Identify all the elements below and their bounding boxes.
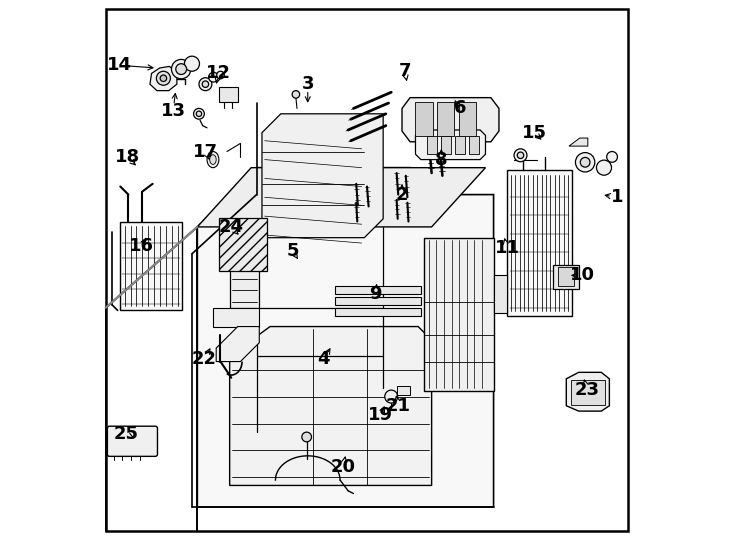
Polygon shape [335,297,421,305]
Circle shape [581,158,590,167]
Polygon shape [335,286,421,294]
Polygon shape [493,275,507,313]
Circle shape [156,71,170,85]
Circle shape [302,432,311,442]
Polygon shape [402,98,499,142]
Text: 14: 14 [106,56,131,75]
Polygon shape [396,386,410,395]
Polygon shape [567,373,609,411]
Polygon shape [558,267,575,286]
Circle shape [597,160,611,175]
Polygon shape [230,327,432,485]
Polygon shape [335,308,421,316]
Circle shape [160,75,167,82]
Circle shape [208,72,218,82]
Circle shape [176,64,186,75]
Text: 19: 19 [368,407,393,424]
Bar [120,221,182,310]
Circle shape [292,91,299,98]
Polygon shape [106,9,628,531]
Text: 10: 10 [570,266,595,285]
Circle shape [202,81,208,87]
Text: 22: 22 [192,350,217,368]
Polygon shape [150,66,177,91]
Polygon shape [427,137,437,154]
Text: 24: 24 [219,218,244,236]
Polygon shape [455,137,465,154]
Polygon shape [570,380,605,404]
Polygon shape [262,114,383,238]
Polygon shape [441,137,451,154]
Circle shape [199,78,212,91]
Text: 2: 2 [396,186,408,204]
Circle shape [172,59,191,79]
Text: 12: 12 [206,64,231,83]
Text: 4: 4 [318,350,330,368]
Text: 23: 23 [574,381,599,399]
Text: 11: 11 [495,239,520,258]
Text: 5: 5 [286,242,299,260]
Text: 3: 3 [302,75,314,93]
Polygon shape [217,327,259,362]
Polygon shape [415,130,485,160]
Circle shape [575,153,595,172]
Polygon shape [553,265,578,289]
Text: 6: 6 [454,99,466,117]
Text: 8: 8 [435,151,448,168]
Circle shape [217,71,225,79]
Polygon shape [437,102,454,137]
Polygon shape [415,102,433,137]
Polygon shape [569,138,588,146]
Circle shape [385,390,398,403]
Polygon shape [219,87,238,102]
Bar [507,170,572,316]
Polygon shape [197,167,485,227]
Text: 16: 16 [129,237,154,255]
Polygon shape [230,238,259,308]
Polygon shape [459,102,476,137]
Polygon shape [214,308,259,327]
Text: 7: 7 [399,62,411,80]
Polygon shape [469,137,479,154]
Text: 1: 1 [611,188,624,206]
FancyBboxPatch shape [107,426,158,456]
Text: 13: 13 [161,102,186,120]
Text: 21: 21 [386,397,411,415]
Circle shape [184,56,200,71]
Circle shape [607,152,617,163]
Circle shape [194,109,204,119]
Bar [219,218,267,271]
Circle shape [514,149,527,162]
Polygon shape [197,167,493,507]
Polygon shape [424,238,493,391]
Ellipse shape [210,155,217,165]
Circle shape [517,152,524,159]
Text: 15: 15 [521,124,547,141]
Ellipse shape [207,152,219,167]
Text: 20: 20 [331,457,356,476]
Text: 25: 25 [113,426,138,443]
Text: 9: 9 [369,285,382,303]
Text: 18: 18 [115,148,140,166]
Text: 17: 17 [193,143,218,160]
Circle shape [196,111,202,117]
